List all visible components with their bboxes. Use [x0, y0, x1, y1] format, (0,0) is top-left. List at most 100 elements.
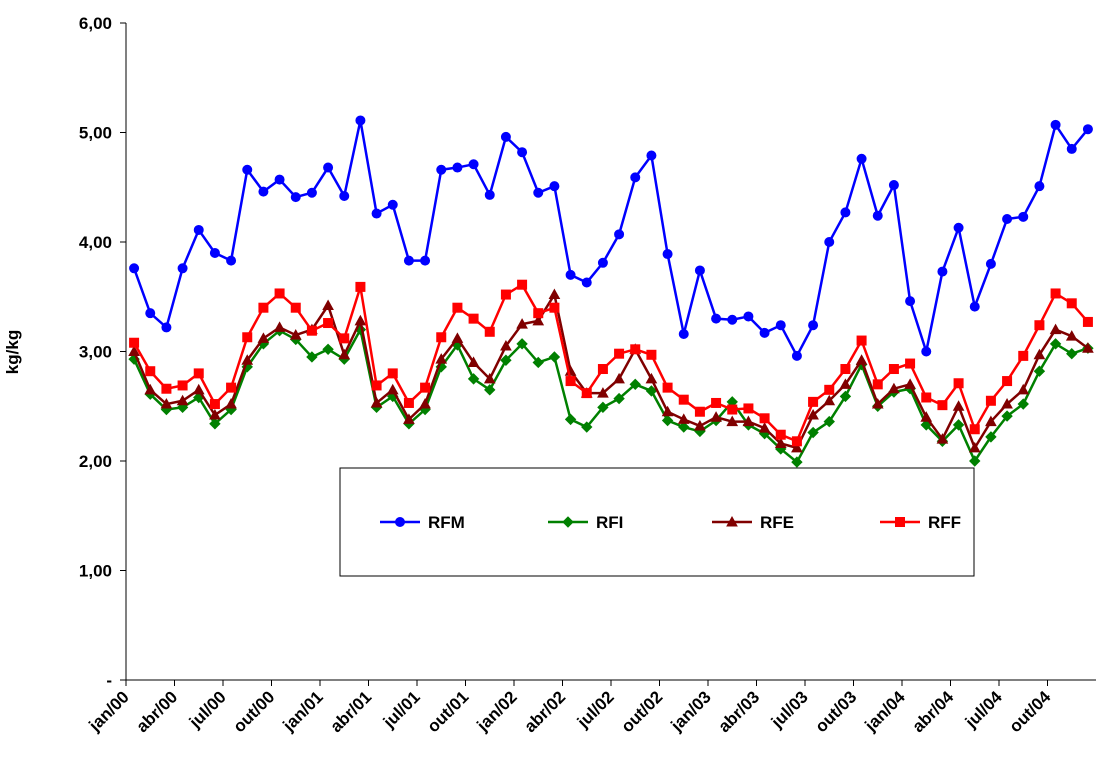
marker [468, 313, 479, 324]
marker [1018, 211, 1029, 222]
marker [467, 373, 480, 385]
marker [532, 314, 545, 326]
marker [387, 199, 398, 210]
y-axis-label: kg/kg [3, 330, 22, 374]
marker [144, 383, 157, 395]
marker [562, 516, 574, 528]
marker [597, 364, 608, 375]
marker [888, 382, 900, 394]
marker [436, 332, 447, 343]
marker [500, 339, 512, 351]
marker [1049, 323, 1062, 335]
marker [273, 321, 286, 332]
marker [921, 392, 932, 403]
marker [727, 404, 738, 415]
marker [274, 288, 285, 299]
marker [662, 249, 673, 260]
marker [920, 411, 933, 422]
marker [386, 383, 399, 395]
marker [1033, 365, 1046, 377]
marker [872, 210, 883, 221]
marker [953, 378, 964, 389]
marker [1066, 143, 1077, 154]
marker [1065, 330, 1078, 341]
marker [1050, 288, 1061, 299]
marker [242, 332, 253, 343]
marker [855, 354, 868, 365]
marker [808, 396, 819, 407]
marker [322, 343, 334, 356]
marker [694, 419, 706, 431]
x-tick-label: out/04 [1005, 687, 1054, 736]
series [128, 323, 1094, 468]
marker [614, 229, 625, 240]
marker [824, 384, 835, 395]
marker [888, 180, 899, 191]
marker [289, 329, 302, 340]
marker [985, 415, 997, 427]
marker [840, 207, 851, 218]
x-tick-label: jan/04 [861, 687, 910, 736]
marker [339, 333, 350, 344]
marker [548, 288, 561, 300]
x-tick-label: jan/03 [667, 687, 715, 735]
marker [1002, 214, 1013, 225]
marker [1018, 350, 1029, 361]
marker [290, 302, 301, 313]
marker [791, 350, 802, 361]
marker [775, 429, 786, 440]
y-tick-label: 3,00 [79, 343, 112, 362]
y-tick-label: - [106, 671, 112, 690]
marker [985, 395, 996, 406]
marker [1017, 383, 1030, 395]
series [129, 115, 1093, 361]
x-tick-label: abr/04 [908, 687, 957, 736]
marker [613, 392, 625, 405]
y-tick-label: 6,00 [79, 14, 112, 33]
marker [581, 388, 592, 399]
marker [678, 394, 689, 405]
marker [436, 164, 447, 175]
marker [969, 455, 981, 467]
x-tick-label: out/02 [617, 687, 666, 736]
marker [549, 302, 560, 313]
marker [823, 415, 835, 428]
marker [258, 186, 269, 197]
marker [209, 399, 220, 410]
y-tick-label: 1,00 [79, 562, 112, 581]
marker [895, 517, 905, 527]
marker [193, 224, 204, 235]
series-line [132, 291, 1089, 451]
x-tick-label: abr/03 [714, 687, 763, 736]
marker [1082, 124, 1093, 135]
marker [743, 311, 754, 322]
marker [500, 289, 511, 300]
marker [581, 421, 593, 433]
marker [161, 322, 172, 333]
marker [533, 187, 544, 198]
marker [193, 368, 204, 379]
marker [1002, 376, 1013, 387]
x-tick-label: jan/01 [279, 687, 327, 735]
legend-label: RFE [760, 513, 794, 532]
marker [678, 328, 689, 339]
marker [1066, 347, 1078, 360]
marker [904, 378, 916, 389]
marker [597, 257, 608, 268]
marker [420, 255, 431, 266]
marker [952, 419, 965, 431]
marker [517, 279, 528, 290]
marker [1066, 298, 1077, 309]
marker [517, 147, 528, 158]
y-tick-label: 4,00 [79, 233, 112, 252]
marker [323, 318, 334, 329]
marker [597, 401, 609, 414]
marker [565, 376, 576, 387]
marker [629, 378, 641, 391]
marker [225, 398, 237, 409]
marker [370, 396, 383, 408]
x-tick-label: jan/02 [473, 687, 521, 735]
x-tick-label: abr/01 [326, 687, 375, 736]
